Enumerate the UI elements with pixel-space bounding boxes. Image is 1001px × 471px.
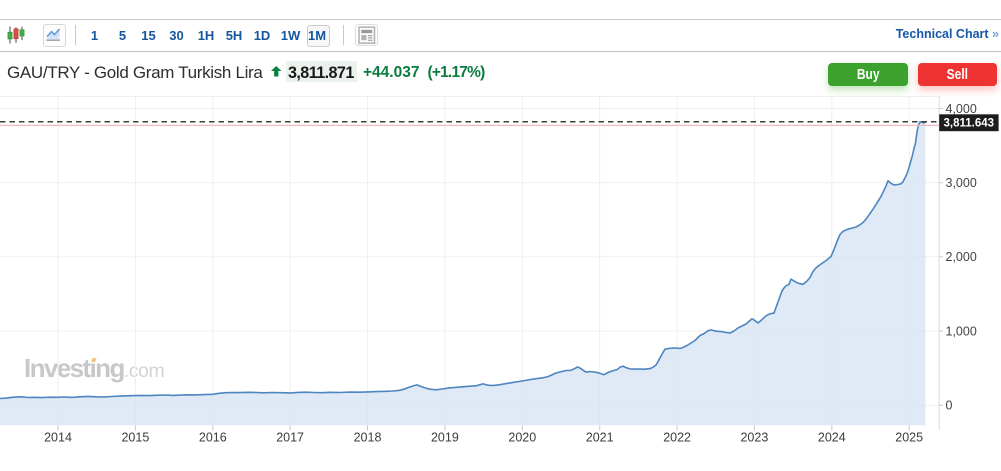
svg-text:0: 0: [946, 399, 953, 413]
svg-text:2025: 2025: [895, 431, 923, 445]
svg-text:2018: 2018: [354, 431, 382, 445]
svg-text:2021: 2021: [586, 431, 614, 445]
svg-text:3,000: 3,000: [946, 176, 977, 190]
svg-text:2022: 2022: [663, 431, 691, 445]
svg-text:3,811.643: 3,811.643: [944, 118, 995, 130]
svg-text:4,000: 4,000: [946, 102, 977, 116]
svg-text:2020: 2020: [508, 431, 536, 445]
svg-text:2014: 2014: [44, 431, 72, 445]
svg-text:2023: 2023: [740, 431, 768, 445]
svg-text:2016: 2016: [199, 431, 227, 445]
svg-text:2024: 2024: [818, 431, 846, 445]
svg-text:1,000: 1,000: [946, 324, 977, 338]
svg-text:2,000: 2,000: [946, 250, 977, 264]
svg-text:2017: 2017: [276, 431, 304, 445]
svg-text:2015: 2015: [121, 431, 149, 445]
svg-text:2019: 2019: [431, 431, 459, 445]
